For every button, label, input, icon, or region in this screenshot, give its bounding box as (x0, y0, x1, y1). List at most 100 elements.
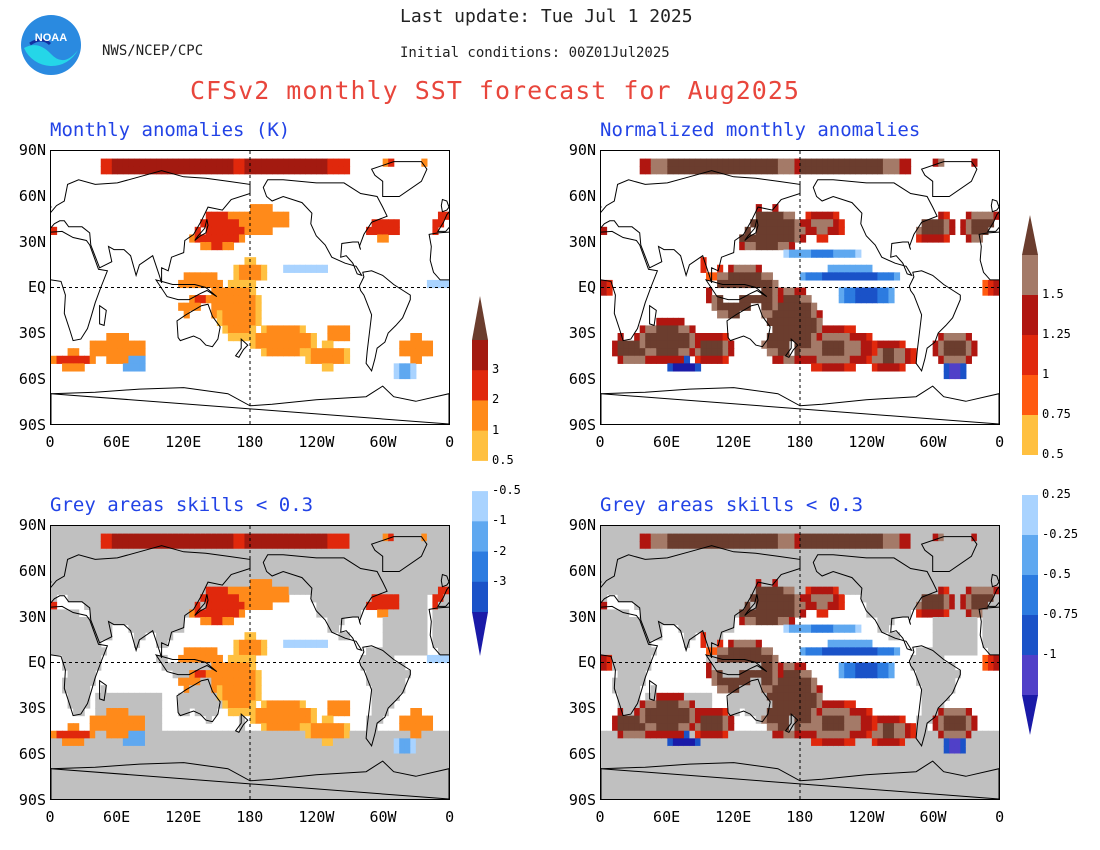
sst-cell (250, 302, 257, 311)
sst-cell (844, 723, 851, 732)
sst-cell (882, 526, 890, 535)
sst-cell (194, 579, 201, 588)
sst-cell (211, 617, 218, 626)
sst-cell (678, 541, 685, 550)
sst-cell (233, 586, 240, 595)
sst-cell (194, 738, 201, 747)
sst-cell (722, 586, 729, 595)
sst-cell (628, 563, 635, 573)
sst-cell (233, 662, 240, 671)
sst-cell (816, 526, 823, 535)
sst-cell (73, 700, 80, 709)
sst-cell (893, 594, 901, 603)
sst-cell (838, 700, 845, 709)
sst-cell (827, 348, 834, 357)
sst-cell (683, 579, 691, 588)
sst-cell (443, 647, 449, 656)
sst-cell (200, 571, 207, 580)
coastline-madagascar (649, 304, 657, 327)
sst-cell (410, 571, 417, 580)
sst-cell (299, 761, 306, 770)
sst-cell (788, 677, 796, 686)
sst-cell (238, 317, 246, 327)
sst-cell (332, 601, 340, 611)
sst-cell (360, 533, 367, 542)
sst-cell (377, 647, 384, 656)
sst-cell (106, 601, 113, 611)
sst-cell (377, 579, 384, 588)
sst-cell (167, 548, 174, 557)
sst-cell (200, 654, 207, 664)
sst-cell (639, 158, 646, 167)
sst-cell (382, 533, 389, 542)
sst-cell (167, 768, 174, 777)
sst-cell (910, 355, 917, 364)
sst-cell (222, 677, 229, 686)
sst-cell (623, 541, 630, 550)
sst-cell (316, 526, 323, 535)
sst-cell (100, 526, 107, 535)
sst-cell (761, 158, 768, 167)
sst-cell (656, 791, 663, 799)
sst-cell (382, 609, 389, 618)
sst-cell (388, 791, 395, 799)
sst-cell (377, 533, 384, 542)
sst-cell (128, 363, 135, 372)
sst-cell (761, 677, 768, 686)
sst-cell (838, 745, 845, 755)
sst-cell (893, 601, 901, 611)
sst-cell (733, 601, 740, 611)
sst-cell (194, 586, 201, 595)
sst-cell (623, 662, 630, 671)
sst-cell (255, 639, 262, 648)
sst-cell (816, 783, 823, 793)
sst-cell (261, 753, 268, 762)
sst-cell (905, 533, 912, 542)
sst-cell (656, 158, 663, 167)
sst-cell (694, 708, 702, 717)
sst-cell (255, 219, 262, 228)
sst-cell (899, 526, 906, 535)
sst-cell (327, 753, 334, 762)
sst-cell (200, 783, 207, 793)
sst-cell (128, 601, 135, 611)
sst-cell (84, 533, 91, 542)
sst-cell (816, 761, 823, 770)
sst-cell (938, 340, 945, 349)
sst-cell (67, 586, 74, 595)
sst-cell (694, 594, 702, 603)
sst-cell (261, 533, 268, 542)
sst-cell (860, 662, 867, 671)
sst-cell (194, 692, 201, 702)
sst-cell (172, 609, 179, 618)
sst-cell (161, 158, 168, 167)
sst-cell (822, 745, 829, 755)
sst-cell (150, 601, 157, 611)
sst-cell (617, 355, 624, 364)
sst-cell (227, 662, 235, 671)
sst-cell (601, 563, 608, 573)
sst-cell (95, 340, 102, 349)
sst-cell (971, 234, 978, 243)
sst-cell (371, 692, 378, 702)
sst-cell (811, 586, 818, 595)
sst-cell (144, 609, 152, 618)
sst-cell (755, 526, 762, 535)
sst-cell (216, 685, 223, 694)
sst-cell (117, 158, 124, 167)
sst-cell (921, 753, 928, 762)
sst-cell (410, 586, 417, 595)
sst-cell (921, 219, 928, 228)
sst-cell (62, 624, 69, 633)
sst-cell (283, 730, 290, 739)
sst-cell (783, 730, 790, 739)
sst-cell (283, 533, 290, 542)
sst-cell (73, 708, 80, 717)
sst-cell (172, 761, 179, 770)
sst-cell (827, 526, 834, 535)
sst-cell (437, 654, 445, 664)
sst-cell (744, 677, 751, 686)
sst-cell (882, 295, 890, 304)
sst-cell (194, 571, 201, 580)
sst-cell (661, 556, 668, 565)
